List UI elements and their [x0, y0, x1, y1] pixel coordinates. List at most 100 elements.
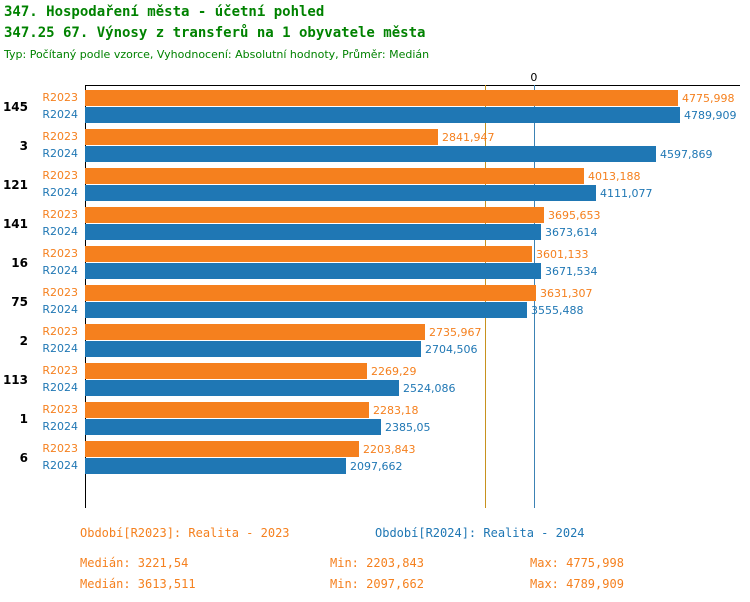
series-label-r2023: R2023 — [42, 286, 78, 299]
bar-value-label: 4789,909 — [684, 108, 737, 122]
legend-period-r2024: Období[R2024]: Realita - 2024 — [375, 526, 585, 540]
bar-r2023 — [85, 168, 584, 184]
bar-row: 2841,947 — [85, 129, 750, 145]
bar-r2023 — [85, 324, 425, 340]
series-label-r2023: R2023 — [42, 325, 78, 338]
series-label-r2023: R2023 — [42, 91, 78, 104]
series-label-r2024: R2024 — [42, 147, 78, 160]
bar-row: 4775,998 — [85, 90, 750, 106]
bar-row: 3671,534 — [85, 263, 750, 279]
category-label: 1 — [19, 411, 28, 426]
legend-period-r2023: Období[R2023]: Realita - 2023 — [80, 526, 290, 540]
category-group: 75 R2023 3631,307 R2024 3555,488 — [0, 285, 750, 318]
bar-row: 2203,843 — [85, 441, 750, 457]
category-label: 113 — [2, 372, 28, 387]
series-label-r2023: R2023 — [42, 247, 78, 260]
axis-zero-label: 0 — [530, 71, 538, 84]
bar-row: 4789,909 — [85, 107, 750, 123]
bar-r2023 — [85, 285, 536, 301]
series-label-r2023: R2023 — [42, 442, 78, 455]
bar-value-label: 3671,534 — [545, 264, 598, 278]
bar-chart-plot: 0 145 R2023 4775,998 R2024 4789,909 3 R2023 284… — [0, 71, 750, 508]
bar-r2023 — [85, 402, 369, 418]
category-label: 75 — [11, 294, 28, 309]
category-label: 141 — [2, 216, 28, 231]
top-axis-line — [85, 85, 740, 86]
bar-value-label: 3631,307 — [540, 286, 593, 300]
bar-value-label: 3555,488 — [531, 303, 584, 317]
bar-value-label: 4775,998 — [682, 91, 735, 105]
series-label-r2023: R2023 — [42, 208, 78, 221]
category-group: 145 R2023 4775,998 R2024 4789,909 — [0, 90, 750, 123]
series-label-r2024: R2024 — [42, 225, 78, 238]
category-label: 16 — [11, 255, 28, 270]
legend-max-r2024: Max: 4789,909 — [530, 577, 624, 591]
chart-subtitle: 347.25 67. Výnosy z transferů na 1 obyva… — [4, 25, 426, 41]
category-group: 2 R2023 2735,967 R2024 2704,506 — [0, 324, 750, 357]
category-group: 113 R2023 2269,29 R2024 2524,086 — [0, 363, 750, 396]
series-label-r2024: R2024 — [42, 186, 78, 199]
bar-r2023 — [85, 363, 367, 379]
bar-r2024 — [85, 146, 656, 162]
chart-legend: Období[R2023]: Realita - 2023 Období[R20… — [80, 524, 745, 596]
bar-row: 3601,133 — [85, 246, 750, 262]
bar-value-label: 2841,947 — [442, 130, 495, 144]
series-label-r2024: R2024 — [42, 342, 78, 355]
bar-r2024 — [85, 107, 680, 123]
bar-r2024 — [85, 185, 596, 201]
bar-r2024 — [85, 263, 541, 279]
bar-r2023 — [85, 90, 678, 106]
bar-value-label: 2203,843 — [363, 442, 416, 456]
category-label: 6 — [19, 450, 28, 465]
category-label: 121 — [2, 177, 28, 192]
bar-r2023 — [85, 441, 359, 457]
bar-r2024 — [85, 341, 421, 357]
bar-r2024 — [85, 224, 541, 240]
series-label-r2024: R2024 — [42, 459, 78, 472]
category-label: 2 — [19, 333, 28, 348]
bar-value-label: 2269,29 — [371, 364, 417, 378]
category-group: 3 R2023 2841,947 R2024 4597,869 — [0, 129, 750, 162]
bar-value-label: 2097,662 — [350, 459, 403, 473]
bar-row: 2704,506 — [85, 341, 750, 357]
series-label-r2023: R2023 — [42, 130, 78, 143]
series-label-r2024: R2024 — [42, 381, 78, 394]
bar-value-label: 2735,967 — [429, 325, 482, 339]
series-label-r2023: R2023 — [42, 403, 78, 416]
category-group: 16 R2023 3601,133 R2024 3671,534 — [0, 246, 750, 279]
bar-value-label: 2704,506 — [425, 342, 478, 356]
legend-median-r2024: Medián: 3613,511 — [80, 577, 196, 591]
series-label-r2024: R2024 — [42, 264, 78, 277]
bar-value-label: 4597,869 — [660, 147, 713, 161]
bar-row: 4111,077 — [85, 185, 750, 201]
legend-min-r2023: Min: 2203,843 — [330, 556, 424, 570]
bar-value-label: 2283,18 — [373, 403, 419, 417]
series-label-r2024: R2024 — [42, 108, 78, 121]
category-group: 1 R2023 2283,18 R2024 2385,05 — [0, 402, 750, 435]
legend-median-r2023: Medián: 3221,54 — [80, 556, 189, 570]
bar-row: 2283,18 — [85, 402, 750, 418]
bar-row: 4013,188 — [85, 168, 750, 184]
bar-value-label: 3673,614 — [545, 225, 598, 239]
series-label-r2024: R2024 — [42, 303, 78, 316]
series-label-r2023: R2023 — [42, 169, 78, 182]
bar-row: 2269,29 — [85, 363, 750, 379]
series-label-r2024: R2024 — [42, 420, 78, 433]
category-label: 3 — [19, 138, 28, 153]
bar-r2024 — [85, 380, 399, 396]
legend-max-r2023: Max: 4775,998 — [530, 556, 624, 570]
bar-r2024 — [85, 302, 527, 318]
bar-value-label: 4013,188 — [588, 169, 641, 183]
bar-value-label: 2524,086 — [403, 381, 456, 395]
category-group: 121 R2023 4013,188 R2024 4111,077 — [0, 168, 750, 201]
chart-meta: Typ: Počítaný podle vzorce, Vyhodnocení:… — [4, 48, 430, 61]
bar-row: 4597,869 — [85, 146, 750, 162]
chart-title: 347. Hospodaření města - účetní pohled — [4, 4, 325, 20]
category-group: 141 R2023 3695,653 R2024 3673,614 — [0, 207, 750, 240]
chart-header: 347. Hospodaření města - účetní pohled 3… — [4, 2, 429, 61]
category-label: 145 — [2, 99, 28, 114]
bar-r2024 — [85, 458, 346, 474]
bar-row: 3695,653 — [85, 207, 750, 223]
legend-min-r2024: Min: 2097,662 — [330, 577, 424, 591]
